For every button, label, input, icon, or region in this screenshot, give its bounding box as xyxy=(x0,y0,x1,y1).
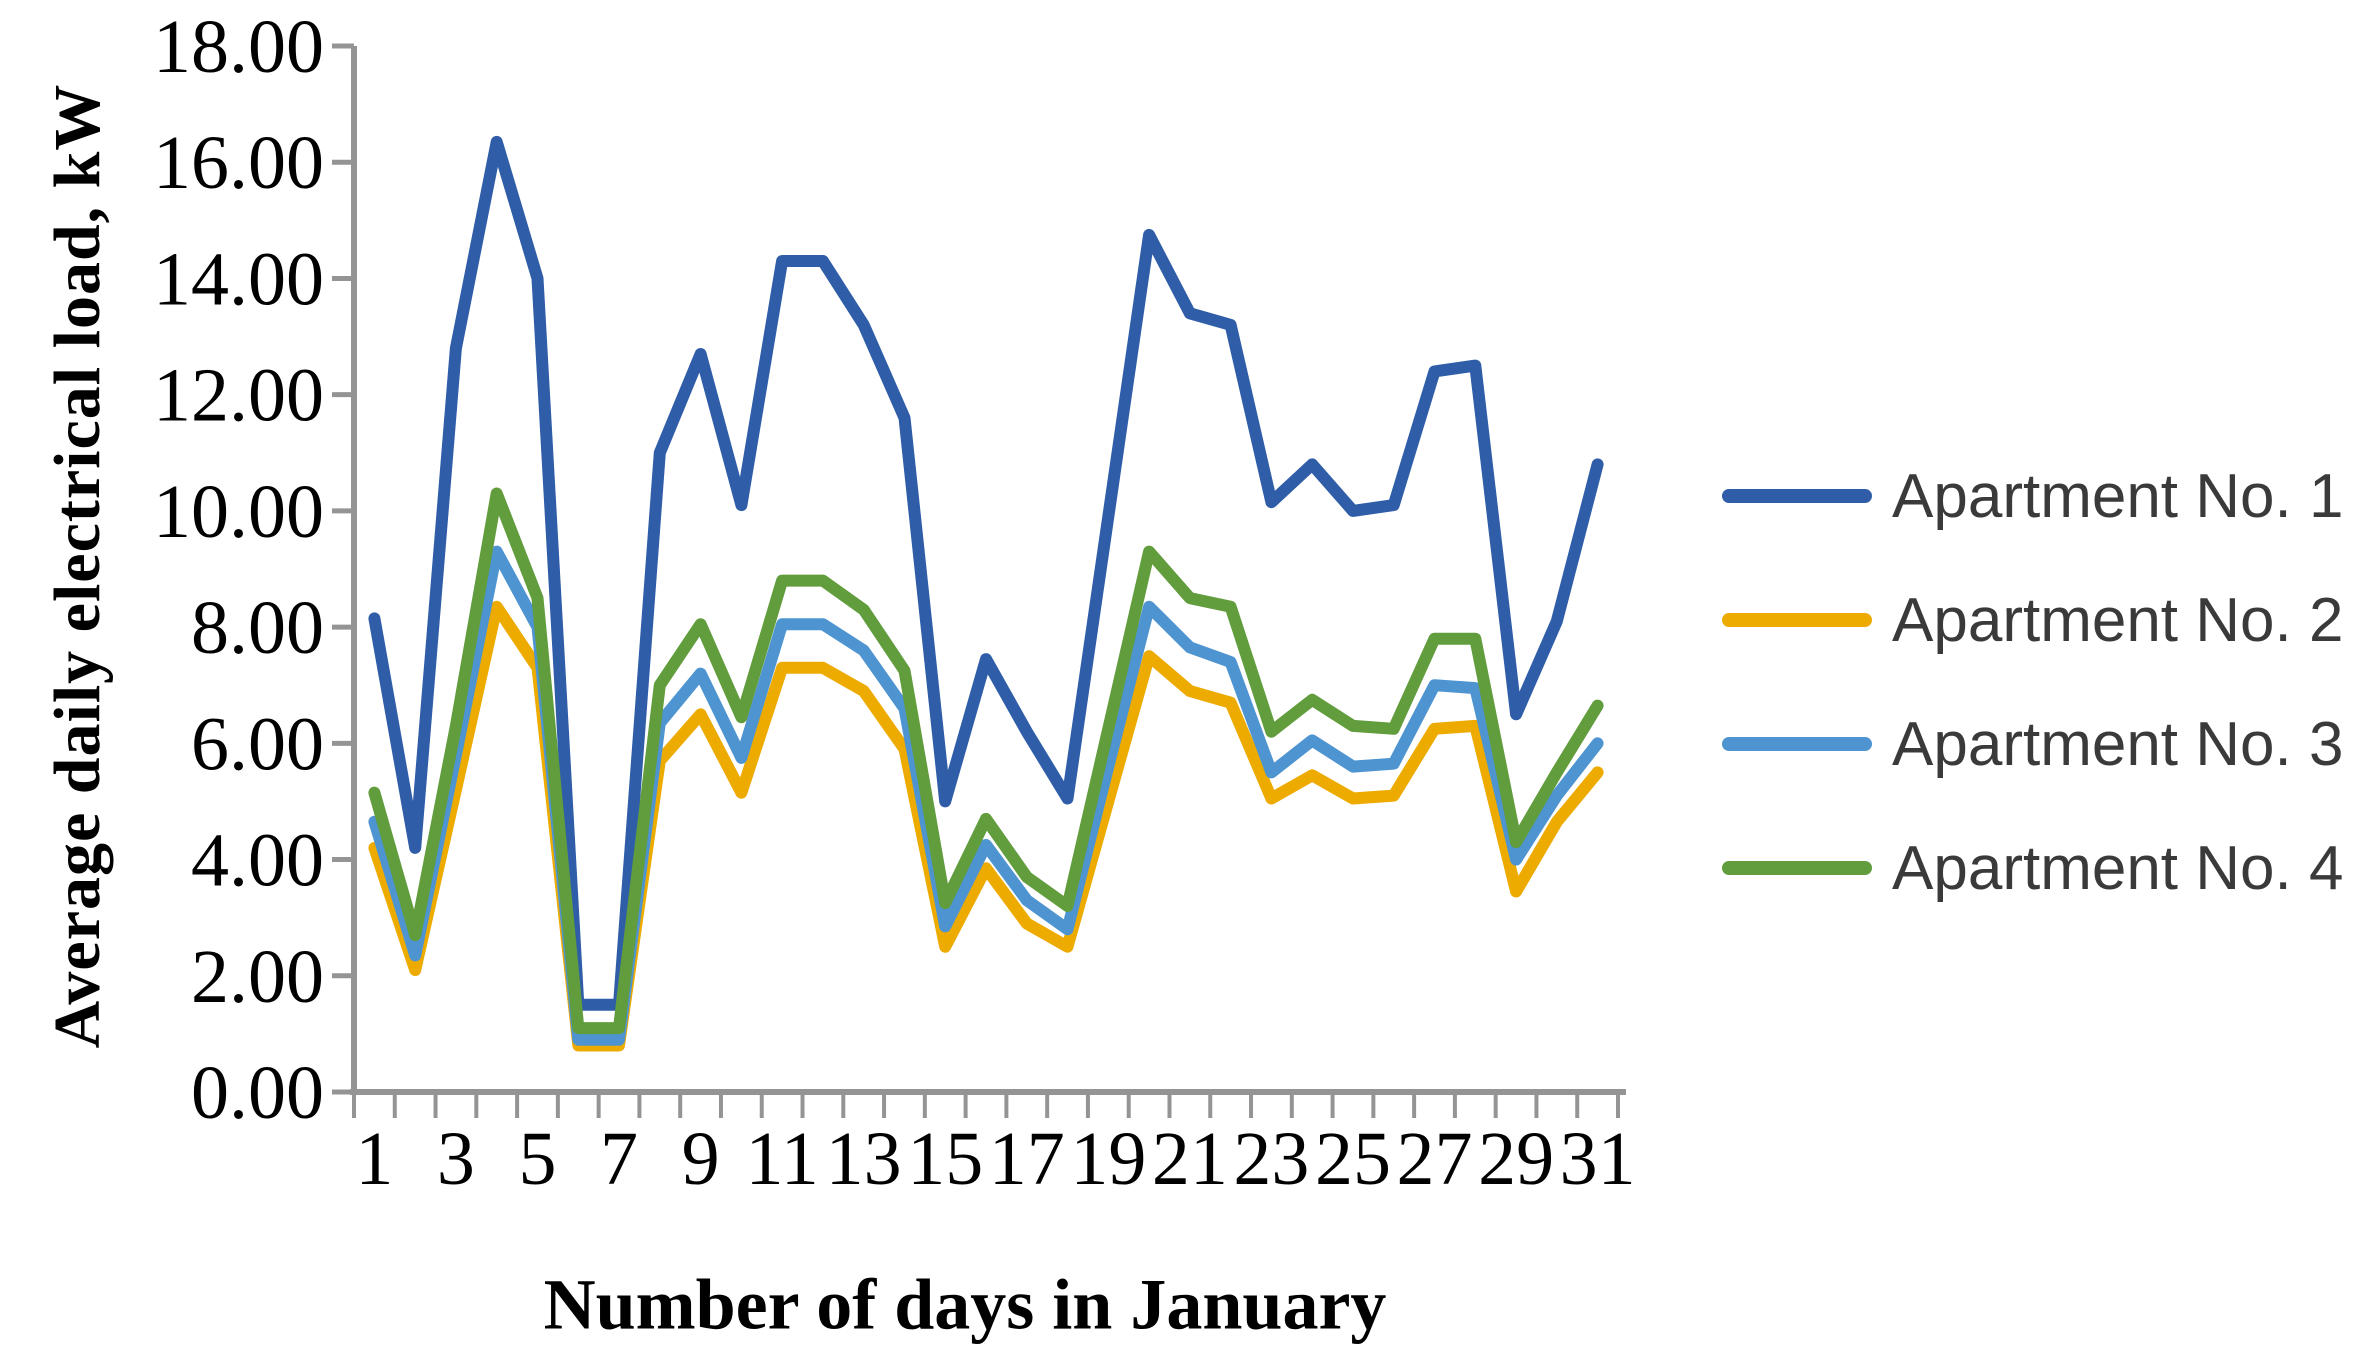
x-tick-label: 13 xyxy=(826,1117,902,1201)
y-tick-label: 16.00 xyxy=(153,121,324,205)
x-tick-label: 29 xyxy=(1478,1117,1554,1201)
x-tick-label: 31 xyxy=(1560,1117,1636,1201)
y-tick-label: 12.00 xyxy=(153,354,324,438)
y-tick-label: 14.00 xyxy=(153,237,324,321)
y-tick-label: 8.00 xyxy=(191,586,324,670)
x-tick-label: 25 xyxy=(1315,1117,1391,1201)
legend-label-apartment-4: Apartment No. 4 xyxy=(1892,833,2344,903)
x-tick-label: 3 xyxy=(437,1117,475,1201)
y-tick-label: 10.00 xyxy=(153,470,324,554)
legend-item-apartment-3: Apartment No. 3 xyxy=(1722,709,2344,779)
x-tick-label: 5 xyxy=(518,1117,556,1201)
y-axis-title: Average daily electrical load, kW xyxy=(41,83,114,1049)
x-tick-label: 21 xyxy=(1152,1117,1228,1201)
x-tick-label: 23 xyxy=(1233,1117,1309,1201)
legend-item-apartment-1: Apartment No. 1 xyxy=(1722,461,2344,531)
y-tick-label: 6.00 xyxy=(191,702,324,786)
y-tick-label: 0.00 xyxy=(191,1051,324,1135)
legend-item-apartment-4: Apartment No. 4 xyxy=(1722,833,2344,903)
legend-label-apartment-2: Apartment No. 2 xyxy=(1892,585,2344,655)
y-tick-label: 2.00 xyxy=(191,935,324,1019)
legend: Apartment No. 1 Apartment No. 2 Apartmen… xyxy=(1722,461,2344,903)
x-tick-label: 7 xyxy=(600,1117,638,1201)
legend-swatch-apartment-2 xyxy=(1722,613,1872,627)
legend-item-apartment-2: Apartment No. 2 xyxy=(1722,585,2344,655)
legend-swatch-apartment-4 xyxy=(1722,861,1872,875)
x-tick-label: 27 xyxy=(1397,1117,1473,1201)
x-tick-label: 11 xyxy=(746,1117,819,1201)
x-tick-label: 9 xyxy=(682,1117,720,1201)
x-tick-label: 1 xyxy=(355,1117,393,1201)
x-tick-label: 19 xyxy=(1070,1117,1146,1201)
y-tick-label: 4.00 xyxy=(191,819,324,903)
legend-swatch-apartment-3 xyxy=(1722,737,1872,751)
x-tick-label: 15 xyxy=(907,1117,983,1201)
legend-swatch-apartment-1 xyxy=(1722,489,1872,503)
x-tick-label: 17 xyxy=(989,1117,1065,1201)
legend-label-apartment-3: Apartment No. 3 xyxy=(1892,709,2344,779)
y-tick-label: 18.00 xyxy=(153,5,324,89)
x-axis-title: Number of days in January xyxy=(543,1264,1387,1345)
legend-label-apartment-1: Apartment No. 1 xyxy=(1892,461,2344,531)
series-line-apartment-3 xyxy=(368,545,1604,1046)
series-line-apartment-4 xyxy=(368,487,1604,1035)
